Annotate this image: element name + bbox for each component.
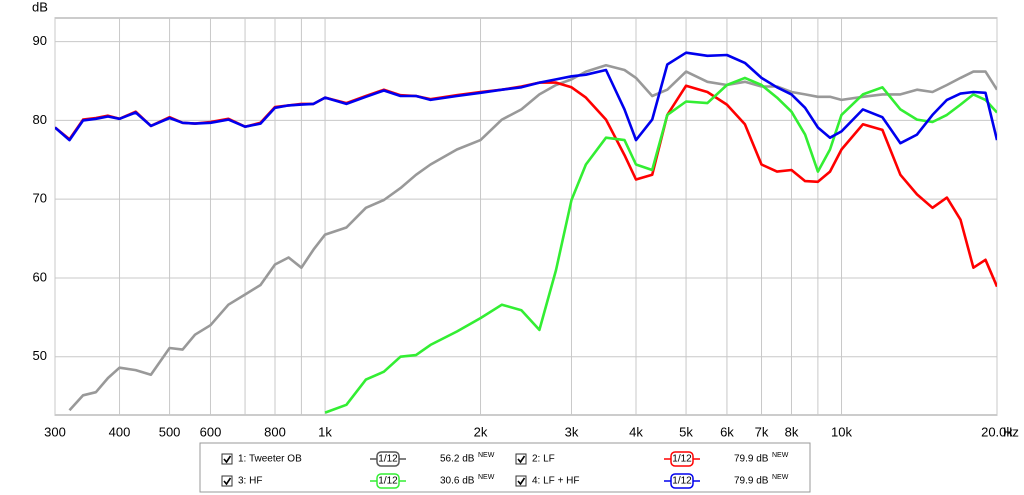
x-tick-label: 20.0k [981,424,1013,439]
smoothing-label: 1/12 [672,454,692,465]
legend-entry: 3: HF 1/12 30.6 dB NEW [221,473,495,489]
level-value: 79.9 dB [734,476,769,487]
checkmark [517,455,526,464]
checkmark [223,477,232,486]
y-tick-label: 80 [33,112,47,127]
legend-entry: 1: Tweeter OB 1/12 56.2 dB NEW [221,451,495,467]
level-badge: NEW [772,474,789,481]
legend-entry: 4: LF + HF 1/12 79.9 dB NEW [515,473,789,489]
level-badge: NEW [478,474,495,481]
x-tick-label: 3k [565,424,579,439]
smoothing-label: 1/12 [672,476,692,487]
level-badge: NEW [772,452,789,459]
smoothing-box[interactable] [376,473,400,489]
legend-checkbox[interactable] [221,453,233,465]
legend [199,442,811,493]
checkmark [223,455,232,464]
legend-label: 1: Tweeter OB [238,454,302,465]
level-value: 56.2 dB [440,454,475,465]
plot-area [54,17,998,416]
x-tick-label: 7k [755,424,769,439]
y-axis-label: dB [32,0,48,14]
legend-label: 4: LF + HF [532,476,580,487]
legend-checkbox[interactable] [221,475,233,487]
x-tick-label: 600 [200,424,222,439]
legend-label: 3: HF [238,476,262,487]
level-badge: NEW [478,452,495,459]
smoothing-box[interactable] [670,473,694,489]
x-tick-label: 4k [629,424,643,439]
smoothing-box[interactable] [670,451,694,467]
x-tick-label: 5k [679,424,693,439]
y-tick-label: 90 [33,33,47,48]
y-tick-label: 50 [33,348,47,363]
smoothing-box[interactable] [376,451,400,467]
level-value: 30.6 dB [440,476,475,487]
x-tick-label: 400 [109,424,131,439]
x-tick-label: 500 [159,424,181,439]
x-tick-label: 300 [44,424,66,439]
level-value: 79.9 dB [734,454,769,465]
x-tick-label: 2k [474,424,488,439]
series-line [68,64,997,412]
legend-checkbox[interactable] [515,475,527,487]
x-axis-unit: Hz [1003,424,1019,439]
x-tick-label: 10k [831,424,852,439]
x-tick-label: 8k [785,424,799,439]
legend-entry: 2: LF 1/12 79.9 dB NEW [515,451,789,467]
checkmark [517,477,526,486]
x-tick-label: 1k [318,424,332,439]
legend-checkbox[interactable] [515,453,527,465]
smoothing-label: 1/12 [378,476,398,487]
series-line [55,51,997,145]
series-line [324,76,997,414]
y-tick-label: 60 [33,269,47,284]
x-tick-label: 800 [264,424,286,439]
y-tick-label: 70 [33,191,47,206]
x-tick-label: 6k [720,424,734,439]
smoothing-label: 1/12 [378,454,398,465]
legend-label: 2: LF [532,454,555,465]
